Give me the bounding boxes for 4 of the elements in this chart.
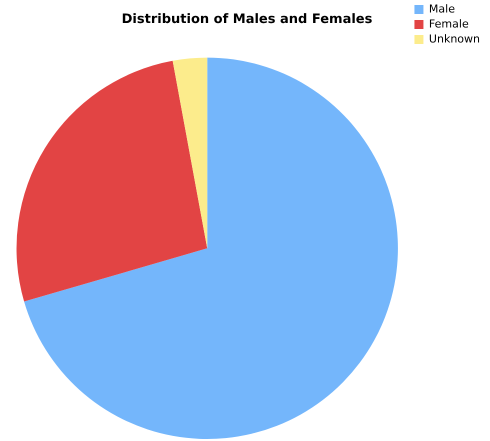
- legend-label: Female: [428, 17, 469, 30]
- legend-label: Male: [428, 2, 456, 16]
- text: Distribution of Males and Females: [122, 12, 373, 28]
- legend-label: Unknown: [428, 32, 480, 46]
